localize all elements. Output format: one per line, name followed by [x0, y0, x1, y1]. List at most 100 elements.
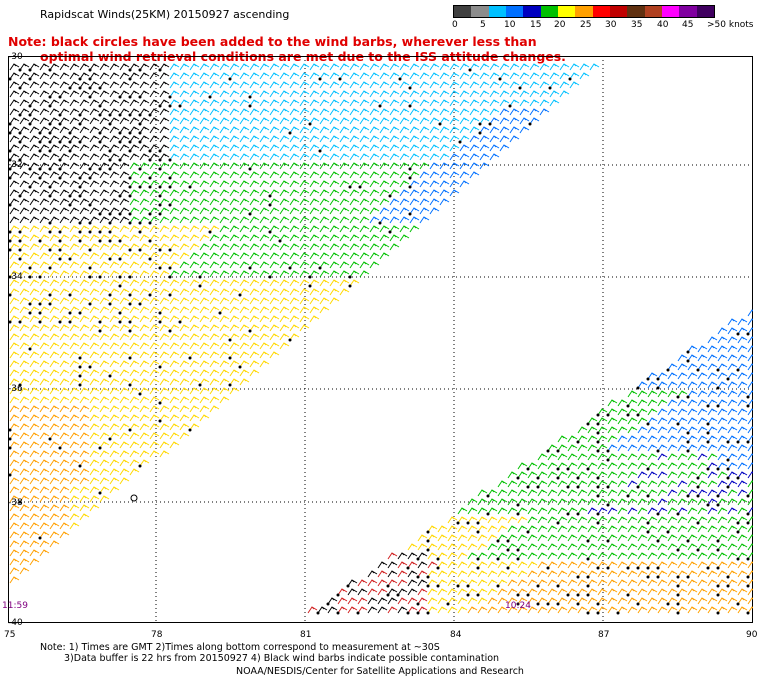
wind-barb	[49, 306, 60, 314]
wind-barb	[586, 606, 598, 615]
wind-barb	[727, 498, 738, 506]
wind-barb	[28, 180, 40, 189]
wind-barb	[288, 333, 300, 342]
wind-barb	[717, 507, 728, 515]
wind-barb	[597, 498, 608, 506]
wind-barb	[139, 144, 150, 152]
wind-barb	[339, 90, 350, 98]
wind-barb	[559, 81, 570, 89]
wind-barb	[349, 171, 360, 179]
wind-barb	[737, 543, 748, 551]
wind-barb	[309, 162, 320, 170]
wind-barb	[58, 225, 70, 234]
wind-barb	[49, 459, 60, 467]
wind-barb	[78, 369, 90, 378]
wind-barb	[249, 153, 260, 161]
wind-barb	[99, 342, 110, 350]
wind-barb	[486, 507, 498, 516]
wind-barb	[527, 561, 538, 569]
wind-barb	[408, 180, 420, 189]
wind-barb	[248, 99, 260, 108]
wind-barb	[747, 417, 753, 425]
wind-barb	[129, 99, 140, 107]
wind-barb	[279, 279, 290, 287]
wind-barb	[576, 480, 588, 489]
wind-barb	[149, 369, 160, 377]
map-canvas	[8, 56, 753, 623]
wind-barb	[299, 252, 310, 260]
wind-barb	[746, 552, 753, 561]
wind-barb	[249, 369, 260, 377]
wind-barb	[369, 180, 380, 188]
wind-barb	[209, 108, 220, 116]
wind-barb	[329, 189, 340, 197]
wind-barb	[38, 297, 50, 306]
wind-barb	[88, 297, 100, 306]
wind-barb	[349, 153, 360, 161]
wind-barb	[219, 135, 230, 143]
wind-barb	[118, 234, 130, 243]
wind-barb	[459, 81, 470, 89]
wind-barb	[647, 480, 658, 488]
wind-barb	[189, 126, 200, 134]
wind-barb	[377, 597, 388, 605]
wind-barb	[727, 606, 738, 614]
wind-barb	[29, 396, 40, 404]
wind-barb	[319, 198, 330, 206]
wind-barb	[419, 144, 430, 152]
wind-barb	[299, 324, 310, 332]
wind-barb	[697, 588, 708, 596]
wind-barb	[9, 252, 20, 260]
wind-barb	[289, 135, 300, 143]
wind-barb	[617, 498, 628, 506]
wind-barb	[667, 498, 678, 506]
wind-barb	[109, 324, 120, 332]
wind-barb	[149, 90, 160, 98]
wind-barb	[349, 243, 360, 251]
wind-barb	[9, 189, 20, 197]
wind-barb	[499, 135, 510, 143]
wind-barb	[657, 516, 668, 524]
wind-barb	[19, 531, 30, 539]
wind-barb	[707, 372, 718, 380]
wind-barb	[39, 216, 50, 224]
wind-barb	[78, 108, 90, 117]
wind-barb	[119, 81, 130, 89]
wind-barb	[239, 351, 250, 359]
wind-barb	[109, 342, 120, 350]
wind-barb	[727, 390, 738, 398]
wind-barb	[158, 162, 170, 171]
wind-barb	[49, 387, 60, 395]
wind-barb	[429, 180, 440, 188]
wind-barb	[159, 333, 170, 341]
wind-barb	[517, 525, 528, 533]
wind-barb	[336, 606, 348, 615]
wind-barb	[239, 81, 250, 89]
wind-barb	[99, 216, 110, 224]
wind-barb	[289, 90, 300, 98]
wind-barb	[429, 153, 440, 161]
wind-barb	[79, 198, 90, 206]
wind-barb	[407, 579, 418, 587]
wind-barb	[637, 399, 648, 407]
wind-barb	[399, 225, 410, 233]
wind-barb	[209, 180, 220, 188]
wind-barb	[219, 261, 230, 269]
wind-barb	[549, 99, 560, 107]
wind-barb	[439, 90, 450, 98]
wind-barb	[707, 471, 718, 479]
wind-barb	[346, 579, 358, 588]
wind-barb	[199, 351, 210, 359]
wind-barb	[128, 171, 140, 180]
wind-barb	[637, 543, 648, 551]
wind-barb	[99, 432, 110, 440]
wind-barb	[219, 252, 230, 260]
wind-barb	[408, 99, 420, 108]
wind-barb	[487, 597, 498, 605]
wind-barb	[479, 135, 490, 143]
wind-barb	[219, 90, 230, 98]
wind-barb	[139, 99, 150, 107]
wind-barb	[29, 351, 40, 359]
wind-barb	[58, 234, 70, 243]
wind-barb	[656, 444, 668, 453]
